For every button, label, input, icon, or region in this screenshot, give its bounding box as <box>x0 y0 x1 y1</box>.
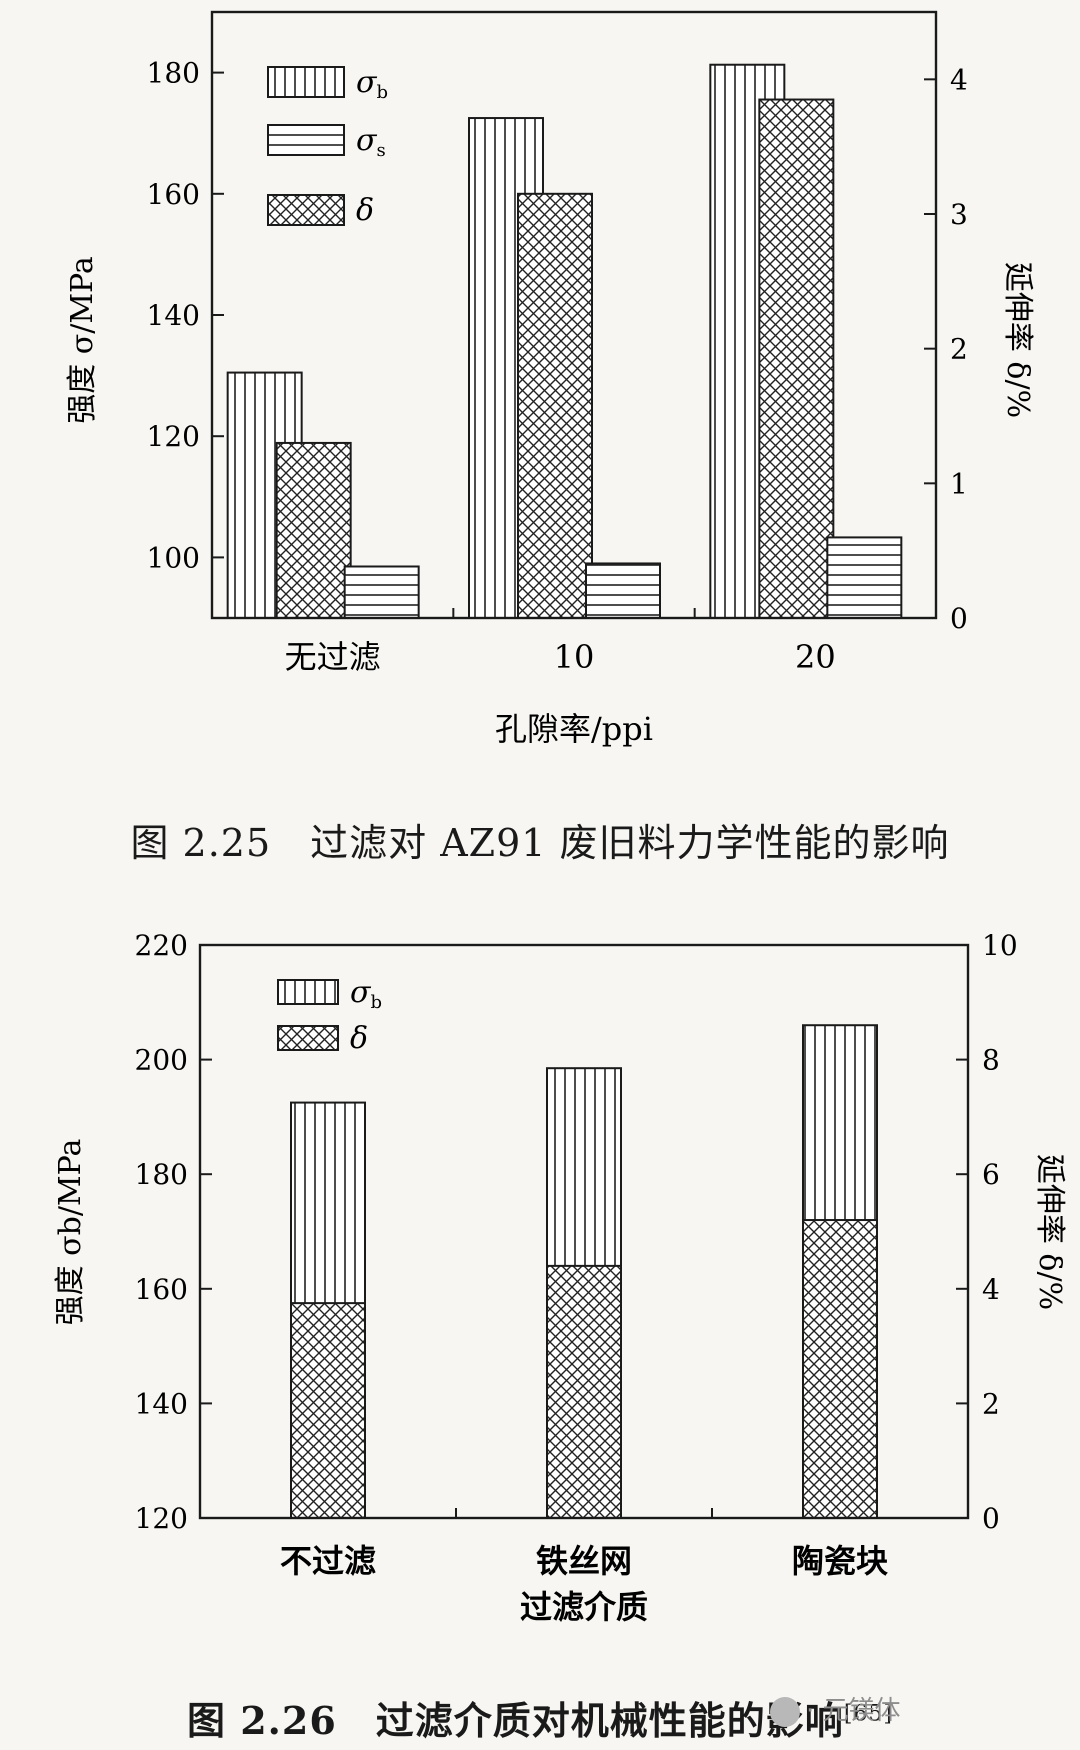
legend-swatch <box>267 66 345 98</box>
legend-swatch <box>277 1025 339 1051</box>
caption-text: 图 2.26 过滤介质对机械性能的影响 <box>187 1698 844 1743</box>
bar-crosshatch <box>802 1219 878 1520</box>
y-tick-label-right: 0 <box>982 1502 1000 1535</box>
y-tick-label-left: 100 <box>147 541 200 574</box>
y-tick-label-right: 0 <box>950 602 968 635</box>
x-category-label: 铁丝网 <box>536 1542 632 1580</box>
legend-symbol: σ <box>356 65 378 100</box>
legend-label: σb <box>350 975 382 1013</box>
bar-horizontal <box>826 536 903 619</box>
y-axis-title-right: 延伸率 δ/% <box>1000 262 1035 418</box>
y-tick-label-left: 180 <box>147 57 200 90</box>
legend-subscript: b <box>370 992 382 1013</box>
y-axis-title-left: 强度 σ/MPa <box>65 256 100 424</box>
y-tick-label-left: 120 <box>135 1502 188 1535</box>
bar-crosshatch <box>517 192 593 620</box>
caption-reference: [65] <box>843 1701 893 1727</box>
bar-horizontal <box>343 565 420 619</box>
legend-symbol: δ <box>350 1021 368 1056</box>
legend-label: σs <box>356 123 386 161</box>
legend-symbol: δ <box>356 193 374 228</box>
watermark-logo-icon <box>770 1696 800 1727</box>
x-category-label: 不过滤 <box>280 1542 376 1580</box>
legend-swatch <box>277 979 339 1005</box>
legend-label: δ <box>356 193 374 228</box>
y-tick-label-left: 200 <box>135 1044 188 1077</box>
watermark-text: · 元镁体 <box>806 1696 901 1726</box>
x-category-label: 陶瓷块 <box>792 1542 888 1580</box>
y-tick-label-left: 140 <box>147 299 200 332</box>
bar-crosshatch <box>758 98 835 620</box>
y-axis-title-right: 延伸率 δ/% <box>1032 1154 1067 1310</box>
legend-swatch <box>267 194 345 226</box>
figure-caption: 图 2.26 过滤介质对机械性能的影响[65] <box>0 1690 1080 1745</box>
y-tick-label-right: 3 <box>950 198 968 231</box>
bar-crosshatch <box>290 1302 366 1519</box>
x-category-label: 10 <box>554 638 595 676</box>
y-tick-label-right: 4 <box>982 1273 1000 1306</box>
y-tick-label-right: 6 <box>982 1158 1000 1191</box>
bar-crosshatch <box>546 1264 622 1519</box>
legend-label: σb <box>356 65 388 103</box>
x-category-label: 无过滤 <box>285 638 381 676</box>
plot-frame <box>198 943 970 1520</box>
y-tick-label-right: 8 <box>982 1044 1000 1077</box>
y-tick-label-right: 2 <box>982 1387 1000 1420</box>
legend-subscript: b <box>376 82 388 103</box>
legend-symbol: σ <box>350 975 372 1010</box>
legend-subscript: s <box>376 140 385 161</box>
y-tick-label-left: 160 <box>147 178 200 211</box>
y-tick-label-right: 2 <box>950 333 968 366</box>
watermark: · 元镁体 <box>770 1690 901 1727</box>
y-tick-label-left: 120 <box>147 420 200 453</box>
y-tick-label-left: 140 <box>135 1387 188 1420</box>
legend-swatch <box>267 124 345 156</box>
y-tick-label-right: 4 <box>950 63 968 96</box>
x-axis-title: 孔隙率/ppi <box>495 710 653 748</box>
legend-symbol: σ <box>356 123 378 158</box>
bar-horizontal <box>585 562 661 620</box>
y-tick-label-right: 1 <box>950 467 968 500</box>
y-axis-title-left: 强度 σb/MPa <box>53 1139 88 1326</box>
legend-label: δ <box>350 1021 368 1056</box>
y-tick-label-right: 10 <box>982 929 1018 962</box>
y-tick-label-left: 180 <box>135 1158 188 1191</box>
x-category-label: 20 <box>795 638 836 676</box>
figure-caption: 图 2.25 过滤对 AZ91 废旧料力学性能的影响 <box>130 821 950 865</box>
y-tick-label-left: 160 <box>135 1273 188 1306</box>
bar-crosshatch <box>275 441 352 619</box>
y-tick-label-left: 220 <box>135 929 188 962</box>
x-axis-title: 过滤介质 <box>520 1588 648 1626</box>
